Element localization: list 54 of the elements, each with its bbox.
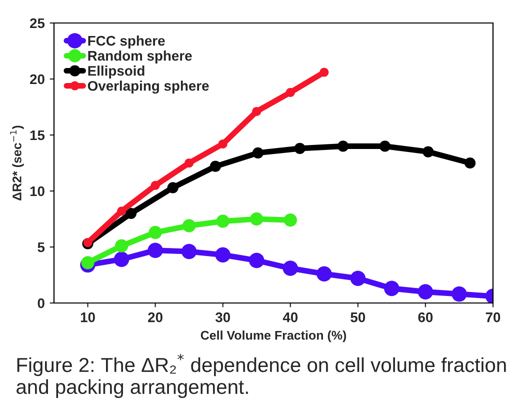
point: [218, 139, 228, 148]
point: [184, 158, 194, 168]
point: [215, 247, 230, 262]
point: [294, 142, 306, 154]
point: [250, 212, 264, 226]
point: [350, 270, 366, 286]
x-tick-label: 70: [486, 312, 500, 322]
point: [284, 214, 297, 227]
point: [117, 206, 126, 216]
point: [286, 88, 295, 97]
point: [338, 140, 349, 152]
point: [384, 280, 400, 296]
x-tick-label: 10: [80, 312, 95, 322]
point: [81, 256, 94, 270]
point: [148, 242, 163, 258]
x-axis-title: Cell Volume Fraction (%): [200, 330, 346, 342]
y-tick-label: 0: [38, 298, 44, 308]
y-tick-label: 25: [30, 18, 45, 28]
y-tick-label: 10: [30, 186, 44, 196]
point: [252, 106, 262, 116]
x-tick-label: 40: [282, 312, 298, 322]
point: [252, 147, 264, 158]
point: [114, 239, 128, 252]
point: [320, 68, 329, 77]
point: [182, 219, 196, 232]
point: [125, 208, 137, 219]
y-tick-label: 20: [30, 74, 44, 84]
point: [379, 140, 390, 152]
point: [114, 252, 130, 267]
y-axis-title: ΔR2* (sec$^{−1}$): [10, 126, 24, 200]
point: [150, 180, 160, 190]
point: [216, 214, 230, 228]
x-tick-label: 60: [418, 312, 433, 322]
point: [181, 244, 197, 260]
caption: Figure 2: The ΔR₂$^{*}$ dependence on cell volume fraction and packing arrangement.: [16, 354, 506, 398]
point: [464, 157, 476, 169]
point: [210, 160, 221, 172]
point: [422, 146, 434, 158]
y-tick-label: 5: [38, 242, 45, 252]
legend-label: Ellipsoid: [88, 66, 144, 79]
x-tick-label: 20: [148, 312, 162, 322]
point: [418, 284, 434, 300]
point: [248, 252, 264, 268]
point: [316, 266, 332, 282]
x-tick-label: 50: [350, 312, 366, 322]
x-tick-label: 30: [215, 312, 230, 322]
point: [282, 260, 298, 276]
point: [452, 286, 467, 302]
point: [148, 226, 162, 240]
y-tick-label: 15: [30, 130, 45, 140]
legend-label: FCC sphere: [88, 36, 165, 48]
point: [167, 182, 178, 194]
legend-label: Random sphere: [88, 50, 192, 64]
legend-label: Overlaping sphere: [88, 80, 209, 94]
